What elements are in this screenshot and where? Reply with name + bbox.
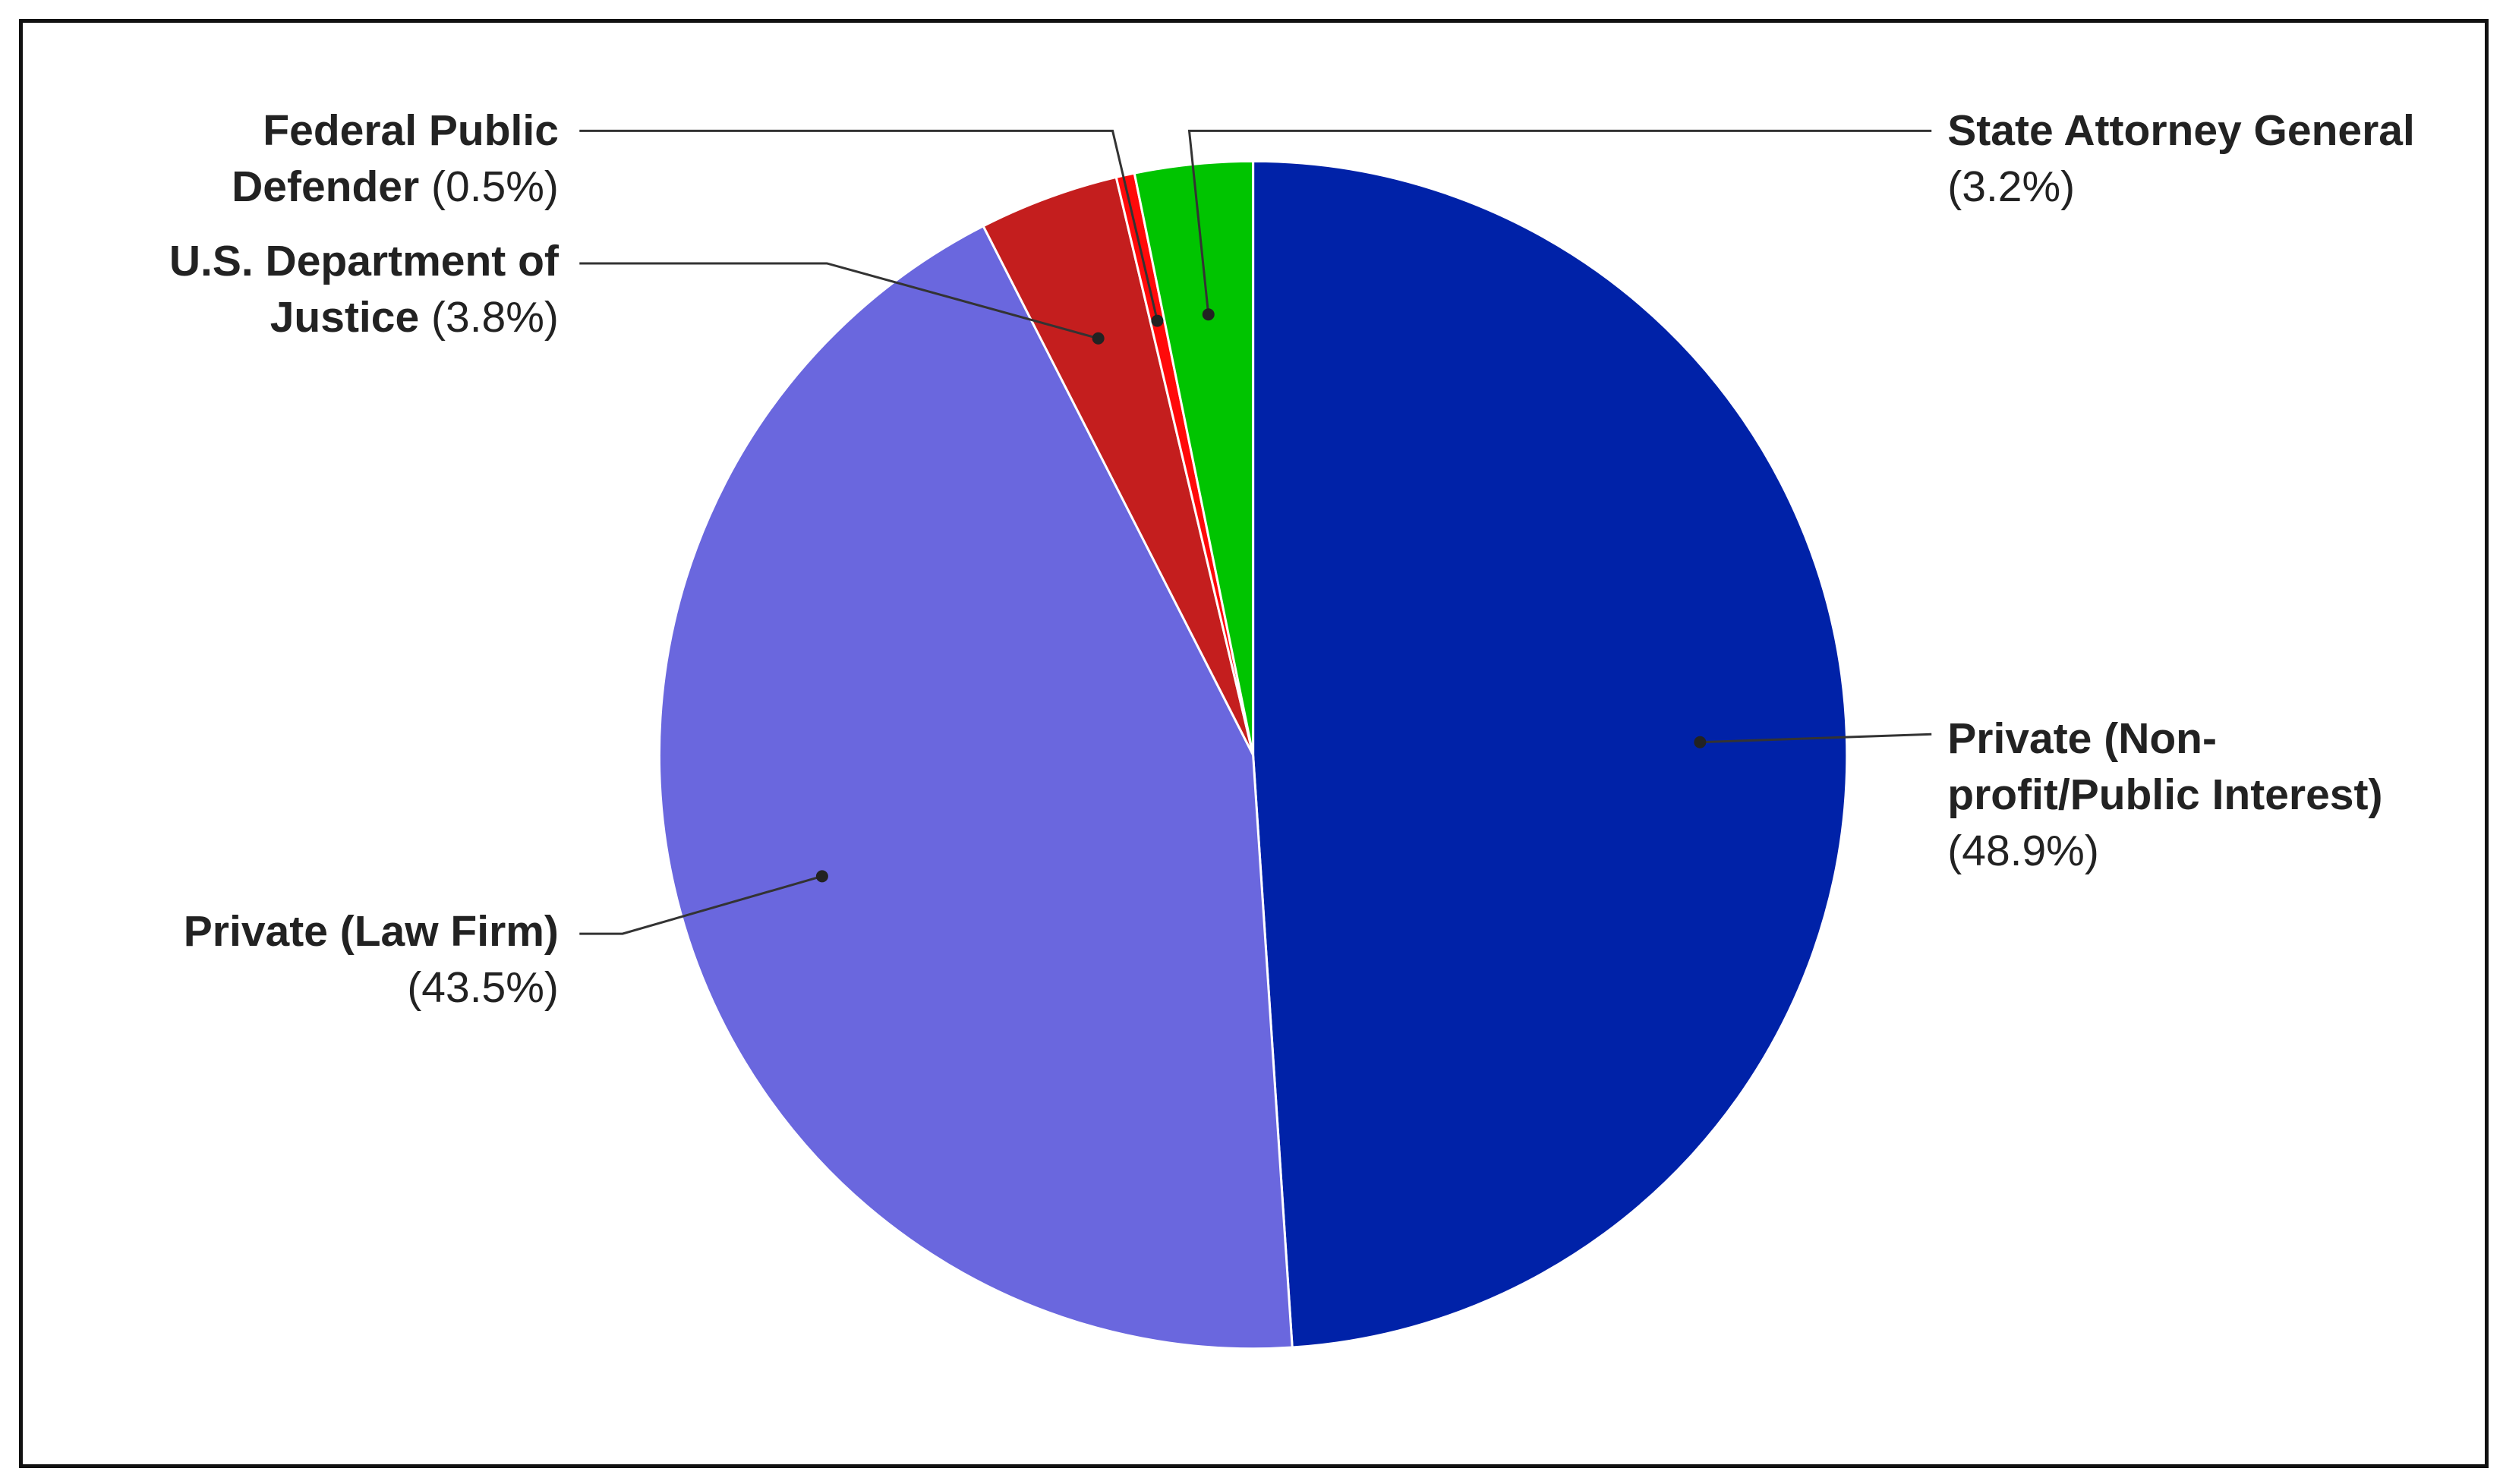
leader-dot: [1202, 308, 1215, 321]
category-label: State Attorney General: [1947, 106, 2415, 155]
leader-line: [579, 874, 823, 935]
category-label: U.S. Department of Justice: [169, 236, 559, 342]
leader-dot: [1151, 314, 1164, 327]
leader-line: [579, 129, 1159, 321]
slice-label: Federal Public Defender (0.5%): [191, 102, 559, 215]
value-label: (3.8%): [431, 292, 559, 342]
pie-slice: [982, 175, 1255, 756]
slice-label: Private (Non-profit/Public Interest) (48…: [1947, 710, 2442, 879]
slice-label: U.S. Department of Justice (3.8%): [120, 233, 559, 345]
leader-dot: [1694, 736, 1707, 748]
slice-label: State Attorney General (3.2%): [1947, 102, 2458, 215]
value-label: (48.9%): [1947, 826, 2099, 875]
leader-line: [1187, 129, 1932, 315]
pie-slice: [1252, 159, 1849, 1349]
leader-dot: [1092, 332, 1105, 345]
pie-slice: [657, 224, 1294, 1350]
value-label: (3.2%): [1947, 162, 2076, 211]
value-label: (0.5%): [431, 162, 559, 211]
leader-dot: [815, 870, 828, 883]
leader-line: [579, 262, 1099, 340]
category-label: Private (Law Firm): [183, 907, 559, 956]
category-label: Federal Public Defender: [232, 106, 559, 211]
category-label: Private (Non-profit/Public Interest): [1947, 714, 2383, 819]
leader-line: [1700, 733, 1932, 744]
slice-label: Private (Law Firm) (43.5%): [128, 903, 559, 1016]
value-label: (43.5%): [407, 963, 559, 1013]
chart-frame: [19, 19, 2489, 1468]
